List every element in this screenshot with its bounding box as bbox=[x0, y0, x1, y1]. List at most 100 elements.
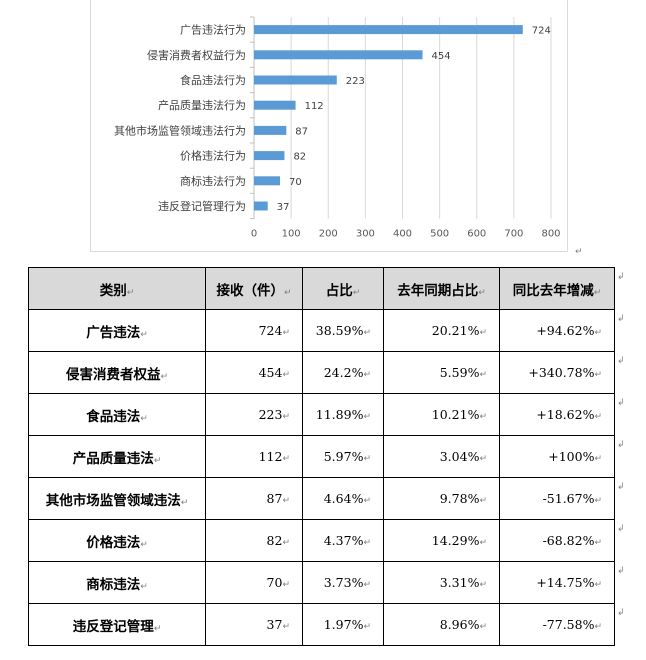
data-label: 724 bbox=[532, 26, 551, 37]
category-label: 价格违法行为 bbox=[180, 149, 246, 163]
share-cell: 5.97%↵ bbox=[302, 435, 384, 478]
yoy-change-cell: -77.58%↵ bbox=[499, 603, 615, 646]
category-cell: 其他市场监管领域违法↵ bbox=[28, 477, 206, 520]
category-cell: 广告违法↵ bbox=[28, 309, 206, 352]
last-year-share-cell: 8.96%↵ bbox=[383, 603, 500, 646]
data-label: 112 bbox=[305, 101, 324, 112]
last-year-share-cell: 9.78%↵ bbox=[383, 477, 500, 520]
bar bbox=[254, 201, 268, 211]
row-end-mark: ↲ bbox=[617, 482, 625, 492]
share-cell: 4.37%↵ bbox=[302, 519, 384, 562]
table-row: 侵害消费者权益↵ 454↵ 24.2%↵ 5.59%↵ +340.78%↵ bbox=[28, 351, 615, 394]
x-tick-label: 200 bbox=[319, 229, 338, 240]
yoy-change-cell: +18.62%↵ bbox=[499, 393, 615, 436]
header-received: 接收（件）↵ bbox=[205, 267, 303, 310]
last-year-share-cell: 14.29%↵ bbox=[383, 519, 500, 562]
category-label: 产品质量违法行为 bbox=[158, 98, 246, 112]
x-tick-label: 700 bbox=[504, 229, 523, 240]
row-end-mark: ↲ bbox=[617, 608, 625, 618]
last-year-share-cell: 20.21%↵ bbox=[383, 309, 500, 352]
received-cell: 112↵ bbox=[205, 435, 303, 478]
bar-chart-canvas: 广告违法行为侵害消费者权益行为食品违法行为产品质量违法行为其他市场监管领域违法行… bbox=[114, 16, 561, 240]
row-end-mark: ↲ bbox=[617, 566, 625, 576]
x-tick-label: 100 bbox=[282, 229, 301, 240]
category-cell: 商标违法↵ bbox=[28, 561, 206, 604]
share-cell: 38.59%↵ bbox=[302, 309, 384, 352]
row-end-mark: ↲ bbox=[617, 356, 625, 366]
category-label: 侵害消费者权益行为 bbox=[147, 48, 246, 62]
data-label: 70 bbox=[289, 177, 302, 188]
received-cell: 70↵ bbox=[205, 561, 303, 604]
data-labels: 724 454 223 112 87 82 70 37 bbox=[277, 26, 551, 213]
gridlines bbox=[290, 17, 552, 219]
category-cell: 产品质量违法↵ bbox=[28, 435, 206, 478]
table-row: 价格违法↵ 82↵ 4.37%↵ 14.29%↵ -68.82%↵ bbox=[28, 519, 615, 562]
yoy-change-cell: +100%↵ bbox=[499, 435, 615, 478]
category-label: 其他市场监管领域违法行为 bbox=[114, 123, 246, 137]
yoy-change-cell: -68.82%↵ bbox=[499, 519, 615, 562]
data-label: 37 bbox=[277, 202, 290, 213]
received-cell: 454↵ bbox=[205, 351, 303, 394]
table-row: 商标违法↵ 70↵ 3.73%↵ 3.31%↵ +14.75%↵ bbox=[28, 561, 615, 604]
category-cell: 侵害消费者权益↵ bbox=[28, 351, 206, 394]
table-row: 产品质量违法↵ 112↵ 5.97%↵ 3.04%↵ +100%↵ bbox=[28, 435, 615, 478]
statistics-table: 类别↵ 接收（件）↵ 占比↵ 去年同期占比↵ 同比去年增减↵ 广告违法↵ 724… bbox=[28, 267, 615, 646]
paragraph-mark: ↵ bbox=[575, 247, 583, 257]
last-year-share-cell: 10.21%↵ bbox=[383, 393, 500, 436]
received-cell: 724↵ bbox=[205, 309, 303, 352]
received-cell: 37↵ bbox=[205, 603, 303, 646]
category-label: 商标违法行为 bbox=[180, 174, 246, 188]
bar bbox=[254, 151, 285, 161]
header-yoy-change: 同比去年增减↵ bbox=[499, 267, 615, 310]
bar bbox=[254, 50, 423, 60]
table-row: 广告违法↵ 724↵ 38.59%↵ 20.21%↵ +94.62%↵ bbox=[28, 309, 615, 352]
x-tick-label: 400 bbox=[393, 229, 412, 240]
x-tick-label: 300 bbox=[356, 229, 375, 240]
header-category: 类别↵ bbox=[28, 267, 206, 310]
bars bbox=[254, 25, 523, 211]
header-share: 占比↵ bbox=[302, 267, 384, 310]
x-tick-label: 0 bbox=[251, 229, 257, 240]
bar-chart: 广告违法行为侵害消费者权益行为食品违法行为产品质量违法行为其他市场监管领域违法行… bbox=[90, 0, 568, 252]
bar bbox=[254, 176, 280, 186]
last-year-share-cell: 3.31%↵ bbox=[383, 561, 500, 604]
x-tick-label: 500 bbox=[430, 229, 449, 240]
category-cell: 食品违法↵ bbox=[28, 393, 206, 436]
table-row: 其他市场监管领域违法↵ 87↵ 4.64%↵ 9.78%↵ -51.67%↵ bbox=[28, 477, 615, 520]
data-label: 223 bbox=[346, 76, 365, 87]
category-label: 广告违法行为 bbox=[180, 23, 246, 37]
category-label: 违反登记管理行为 bbox=[158, 199, 246, 213]
share-cell: 11.89%↵ bbox=[302, 393, 384, 436]
table-row: 食品违法↵ 223↵ 11.89%↵ 10.21%↵ +18.62%↵ bbox=[28, 393, 615, 436]
bar bbox=[254, 125, 287, 135]
row-end-mark: ↲ bbox=[617, 398, 625, 408]
share-cell: 24.2%↵ bbox=[302, 351, 384, 394]
received-cell: 223↵ bbox=[205, 393, 303, 436]
received-cell: 87↵ bbox=[205, 477, 303, 520]
yoy-change-cell: +94.62%↵ bbox=[499, 309, 615, 352]
yoy-change-cell: +340.78%↵ bbox=[499, 351, 615, 394]
yoy-change-cell: -51.67%↵ bbox=[499, 477, 615, 520]
table-row: 违反登记管理↵ 37↵ 1.97%↵ 8.96%↵ -77.58%↵ bbox=[28, 603, 615, 646]
category-cell: 价格违法↵ bbox=[28, 519, 206, 562]
row-end-mark: ↲ bbox=[617, 440, 625, 450]
data-label: 87 bbox=[295, 126, 308, 137]
row-end-mark: ↲ bbox=[617, 272, 625, 282]
data-label: 454 bbox=[432, 51, 451, 62]
bar bbox=[254, 75, 337, 85]
row-end-mark: ↲ bbox=[617, 314, 625, 324]
header-last-year-share: 去年同期占比↵ bbox=[383, 267, 500, 310]
bar bbox=[254, 25, 523, 35]
x-axis-ticks: 0 100 200 300 400 500 600 700 800 bbox=[251, 229, 561, 240]
category-cell: 违反登记管理↵ bbox=[28, 603, 206, 646]
last-year-share-cell: 3.04%↵ bbox=[383, 435, 500, 478]
received-cell: 82↵ bbox=[205, 519, 303, 562]
bar bbox=[254, 100, 296, 110]
category-label: 食品违法行为 bbox=[180, 73, 246, 87]
share-cell: 1.97%↵ bbox=[302, 603, 384, 646]
table-header-row: 类别↵ 接收（件）↵ 占比↵ 去年同期占比↵ 同比去年增减↵ bbox=[28, 267, 615, 310]
x-tick-label: 800 bbox=[541, 229, 560, 240]
data-label: 82 bbox=[293, 152, 306, 163]
category-labels: 广告违法行为侵害消费者权益行为食品违法行为产品质量违法行为其他市场监管领域违法行… bbox=[114, 23, 246, 213]
share-cell: 3.73%↵ bbox=[302, 561, 384, 604]
